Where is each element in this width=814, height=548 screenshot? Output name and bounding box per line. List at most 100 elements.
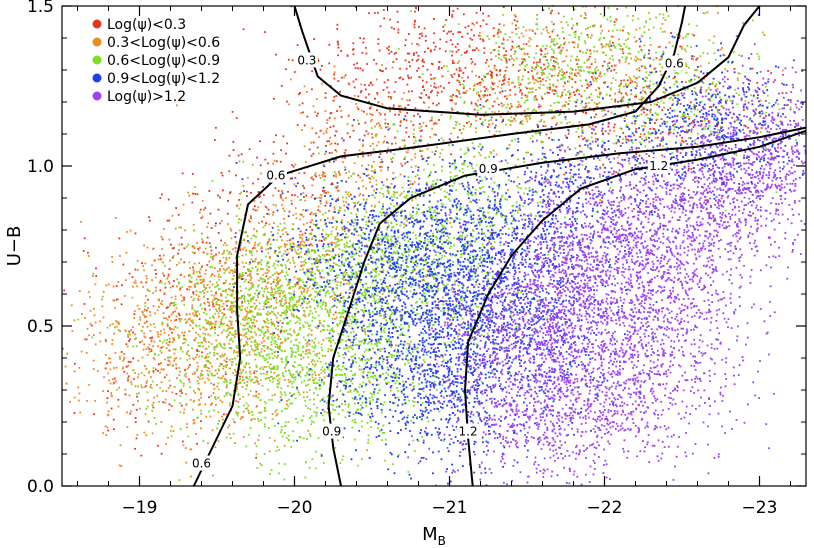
scatter-point	[212, 255, 214, 258]
scatter-point	[636, 68, 638, 71]
scatter-point	[216, 352, 219, 355]
scatter-point	[102, 390, 105, 392]
scatter-point	[460, 231, 462, 233]
scatter-point	[259, 276, 262, 279]
scatter-point	[204, 207, 207, 209]
scatter-point	[292, 245, 295, 248]
scatter-point	[281, 239, 283, 242]
scatter-point	[318, 373, 320, 376]
scatter-point	[409, 187, 412, 189]
scatter-point	[551, 117, 554, 120]
scatter-point	[431, 216, 434, 219]
scatter-point	[183, 298, 185, 301]
scatter-point	[409, 249, 411, 252]
scatter-point	[499, 69, 502, 71]
scatter-point	[427, 47, 429, 50]
scatter-point	[361, 69, 364, 72]
scatter-point	[301, 244, 304, 246]
scatter-point	[88, 383, 91, 386]
scatter-point	[609, 48, 612, 51]
scatter-point	[348, 252, 350, 255]
scatter-point	[371, 293, 374, 295]
scatter-point	[198, 399, 200, 401]
scatter-point	[438, 66, 440, 68]
scatter-point	[466, 50, 468, 53]
scatter-point	[544, 47, 547, 50]
scatter-point	[290, 202, 293, 205]
scatter-point	[337, 189, 340, 192]
scatter-point	[390, 235, 393, 238]
scatter-point	[646, 113, 649, 116]
scatter-point	[623, 85, 625, 88]
scatter-point	[157, 333, 159, 336]
scatter-point	[332, 125, 335, 128]
scatter-point	[208, 304, 211, 307]
scatter-point	[277, 289, 279, 292]
scatter-point	[131, 276, 134, 278]
scatter-point	[239, 322, 242, 325]
scatter-point	[365, 282, 368, 285]
scatter-point	[299, 304, 302, 307]
scatter-point	[344, 378, 347, 381]
scatter-point	[621, 48, 624, 51]
scatter-point	[344, 271, 346, 273]
scatter-point	[250, 270, 252, 273]
scatter-point	[331, 268, 334, 270]
scatter-point	[202, 279, 205, 282]
scatter-point	[436, 205, 439, 208]
scatter-point	[526, 96, 528, 99]
scatter-point	[379, 278, 382, 281]
scatter-point	[334, 342, 337, 345]
scatter-point	[552, 65, 555, 67]
scatter-point	[405, 348, 408, 350]
scatter-point	[630, 93, 633, 96]
scatter-point	[690, 130, 693, 133]
scatter-point	[302, 391, 305, 394]
scatter-point	[437, 251, 440, 253]
scatter-point	[600, 24, 602, 27]
scatter-point	[245, 336, 248, 338]
scatter-point	[193, 419, 195, 421]
scatter-point	[375, 306, 377, 309]
scatter-point	[345, 201, 347, 204]
scatter-point	[165, 347, 168, 350]
scatter-point	[351, 315, 353, 318]
scatter-point	[425, 273, 428, 276]
scatter-point	[143, 431, 146, 434]
scatter-point	[586, 82, 589, 85]
scatter-point	[517, 105, 520, 108]
scatter-point	[264, 31, 266, 33]
scatter-point	[71, 330, 74, 332]
scatter-point	[696, 57, 699, 60]
scatter-point	[493, 64, 496, 67]
scatter-point	[349, 193, 352, 196]
scatter-point	[560, 21, 563, 24]
scatter-point	[542, 125, 545, 127]
scatter-point	[490, 74, 492, 76]
scatter-point	[122, 366, 124, 369]
scatter-point	[293, 276, 296, 279]
scatter-point	[365, 244, 368, 247]
scatter-point	[434, 235, 437, 238]
scatter-point	[390, 240, 393, 242]
scatter-point	[219, 222, 221, 225]
scatter-point	[257, 284, 260, 287]
scatter-point	[311, 287, 314, 290]
scatter-point	[289, 247, 292, 250]
scatter-point	[357, 174, 360, 177]
scatter-point	[94, 399, 97, 402]
scatter-point	[626, 79, 629, 82]
scatter-point	[314, 273, 317, 275]
scatter-point	[386, 228, 388, 231]
scatter-point	[239, 275, 242, 278]
scatter-point	[193, 358, 195, 361]
scatter-point	[586, 49, 589, 51]
scatter-point	[658, 59, 661, 61]
scatter-point	[354, 67, 357, 69]
scatter-point	[387, 147, 389, 150]
scatter-point	[171, 214, 174, 217]
scatter-point	[394, 113, 397, 116]
scatter-point	[449, 221, 451, 224]
scatter-point	[290, 350, 293, 352]
scatter-point	[355, 249, 357, 252]
